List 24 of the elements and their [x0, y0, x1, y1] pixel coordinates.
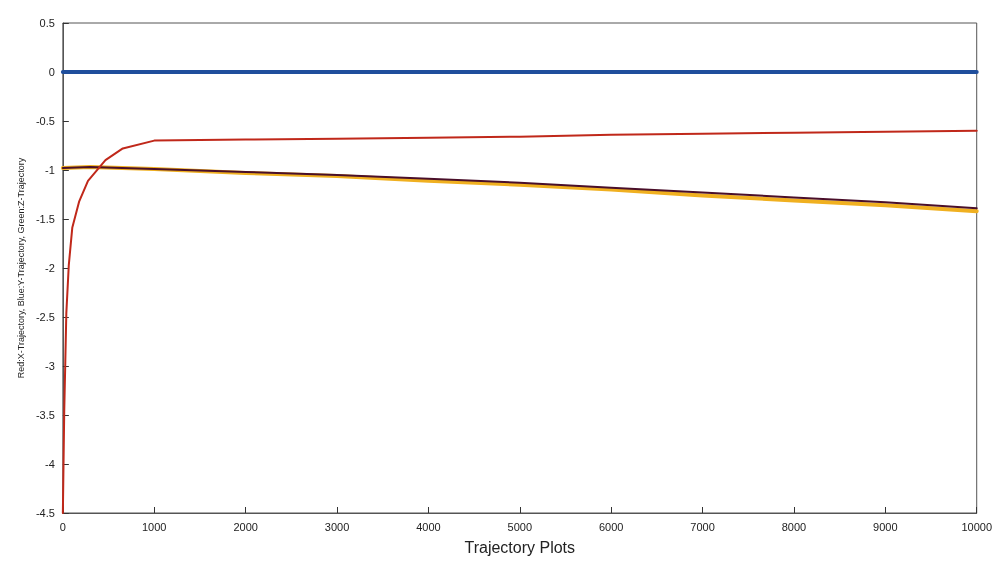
x-tick-label: 0 [59, 520, 66, 533]
x-tick-label: 4000 [416, 520, 441, 533]
x-tick-label: 9000 [873, 520, 898, 533]
x-tick-label: 3000 [324, 520, 350, 533]
x-tick-label: 8000 [781, 520, 807, 533]
x-tick-label: 6000 [598, 520, 624, 533]
x-tick-label: 1000 [142, 520, 167, 533]
x-tick-label: 2000 [233, 520, 258, 533]
y-tick-label: 0 [48, 66, 55, 78]
y-tick-label: -0.5 [35, 115, 55, 127]
y-tick-label: -1 [45, 164, 55, 176]
y-tick-label: -3 [45, 360, 55, 372]
x-axis-title: Trajectory Plots [464, 538, 576, 556]
y-axis-title: Red:X-Trajectory, Blue:Y-Trajectory, Green:Z-Trajectory [15, 157, 26, 379]
y-tick-label: -4.5 [35, 507, 55, 519]
y-tick-label: -3.5 [35, 409, 55, 421]
y-tick-label: -2 [45, 262, 55, 274]
x-tick-label: 10000 [961, 520, 992, 533]
y-tick-label: -2.5 [35, 311, 55, 323]
y-tick-label: 0.5 [39, 17, 55, 29]
y-tick-label: -1.5 [35, 213, 55, 225]
y-tick-label: -4 [45, 458, 55, 470]
x-tick-label: 7000 [690, 520, 715, 533]
x-tick-label: 5000 [507, 520, 533, 533]
